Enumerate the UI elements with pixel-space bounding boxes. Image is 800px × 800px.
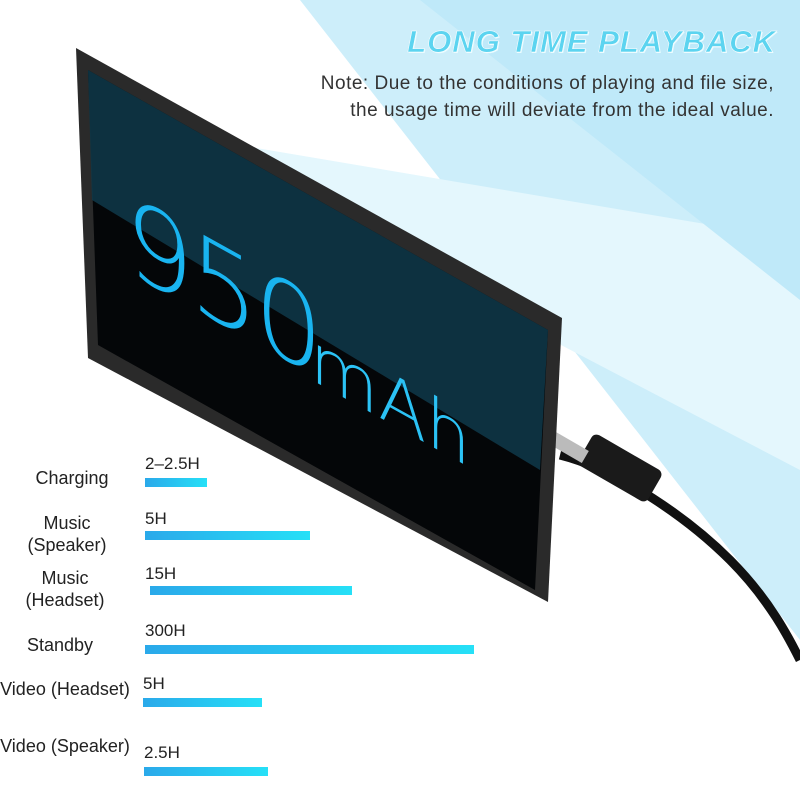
stat-bar xyxy=(145,645,474,654)
stat-bar xyxy=(143,698,262,707)
stat-bar xyxy=(145,531,310,540)
stat-label: Music (Headset) xyxy=(25,568,105,610)
stat-value: 2–2.5H xyxy=(145,454,200,473)
page-title: LONG TIME PLAYBACK xyxy=(407,24,776,60)
stat-label: Video (Headset) xyxy=(0,679,130,699)
stat-bar xyxy=(150,586,352,595)
stat-label: Video (Speaker) xyxy=(0,736,130,756)
stat-value: 300H xyxy=(145,621,186,640)
stat-label: Standby xyxy=(26,635,94,655)
stat-value: 2.5H xyxy=(144,743,180,762)
stat-bar xyxy=(145,478,207,487)
stat-bar xyxy=(144,767,268,776)
usb-c-plug xyxy=(578,434,662,502)
stat-value: 5H xyxy=(145,509,167,528)
stat-label: Charging xyxy=(35,468,109,488)
usage-note: Note: Due to the conditions of playing a… xyxy=(320,73,774,121)
stat-value: 15H xyxy=(145,564,177,583)
stat-label: Music (Speaker) xyxy=(27,513,107,555)
stat-value: 5H xyxy=(143,674,165,693)
